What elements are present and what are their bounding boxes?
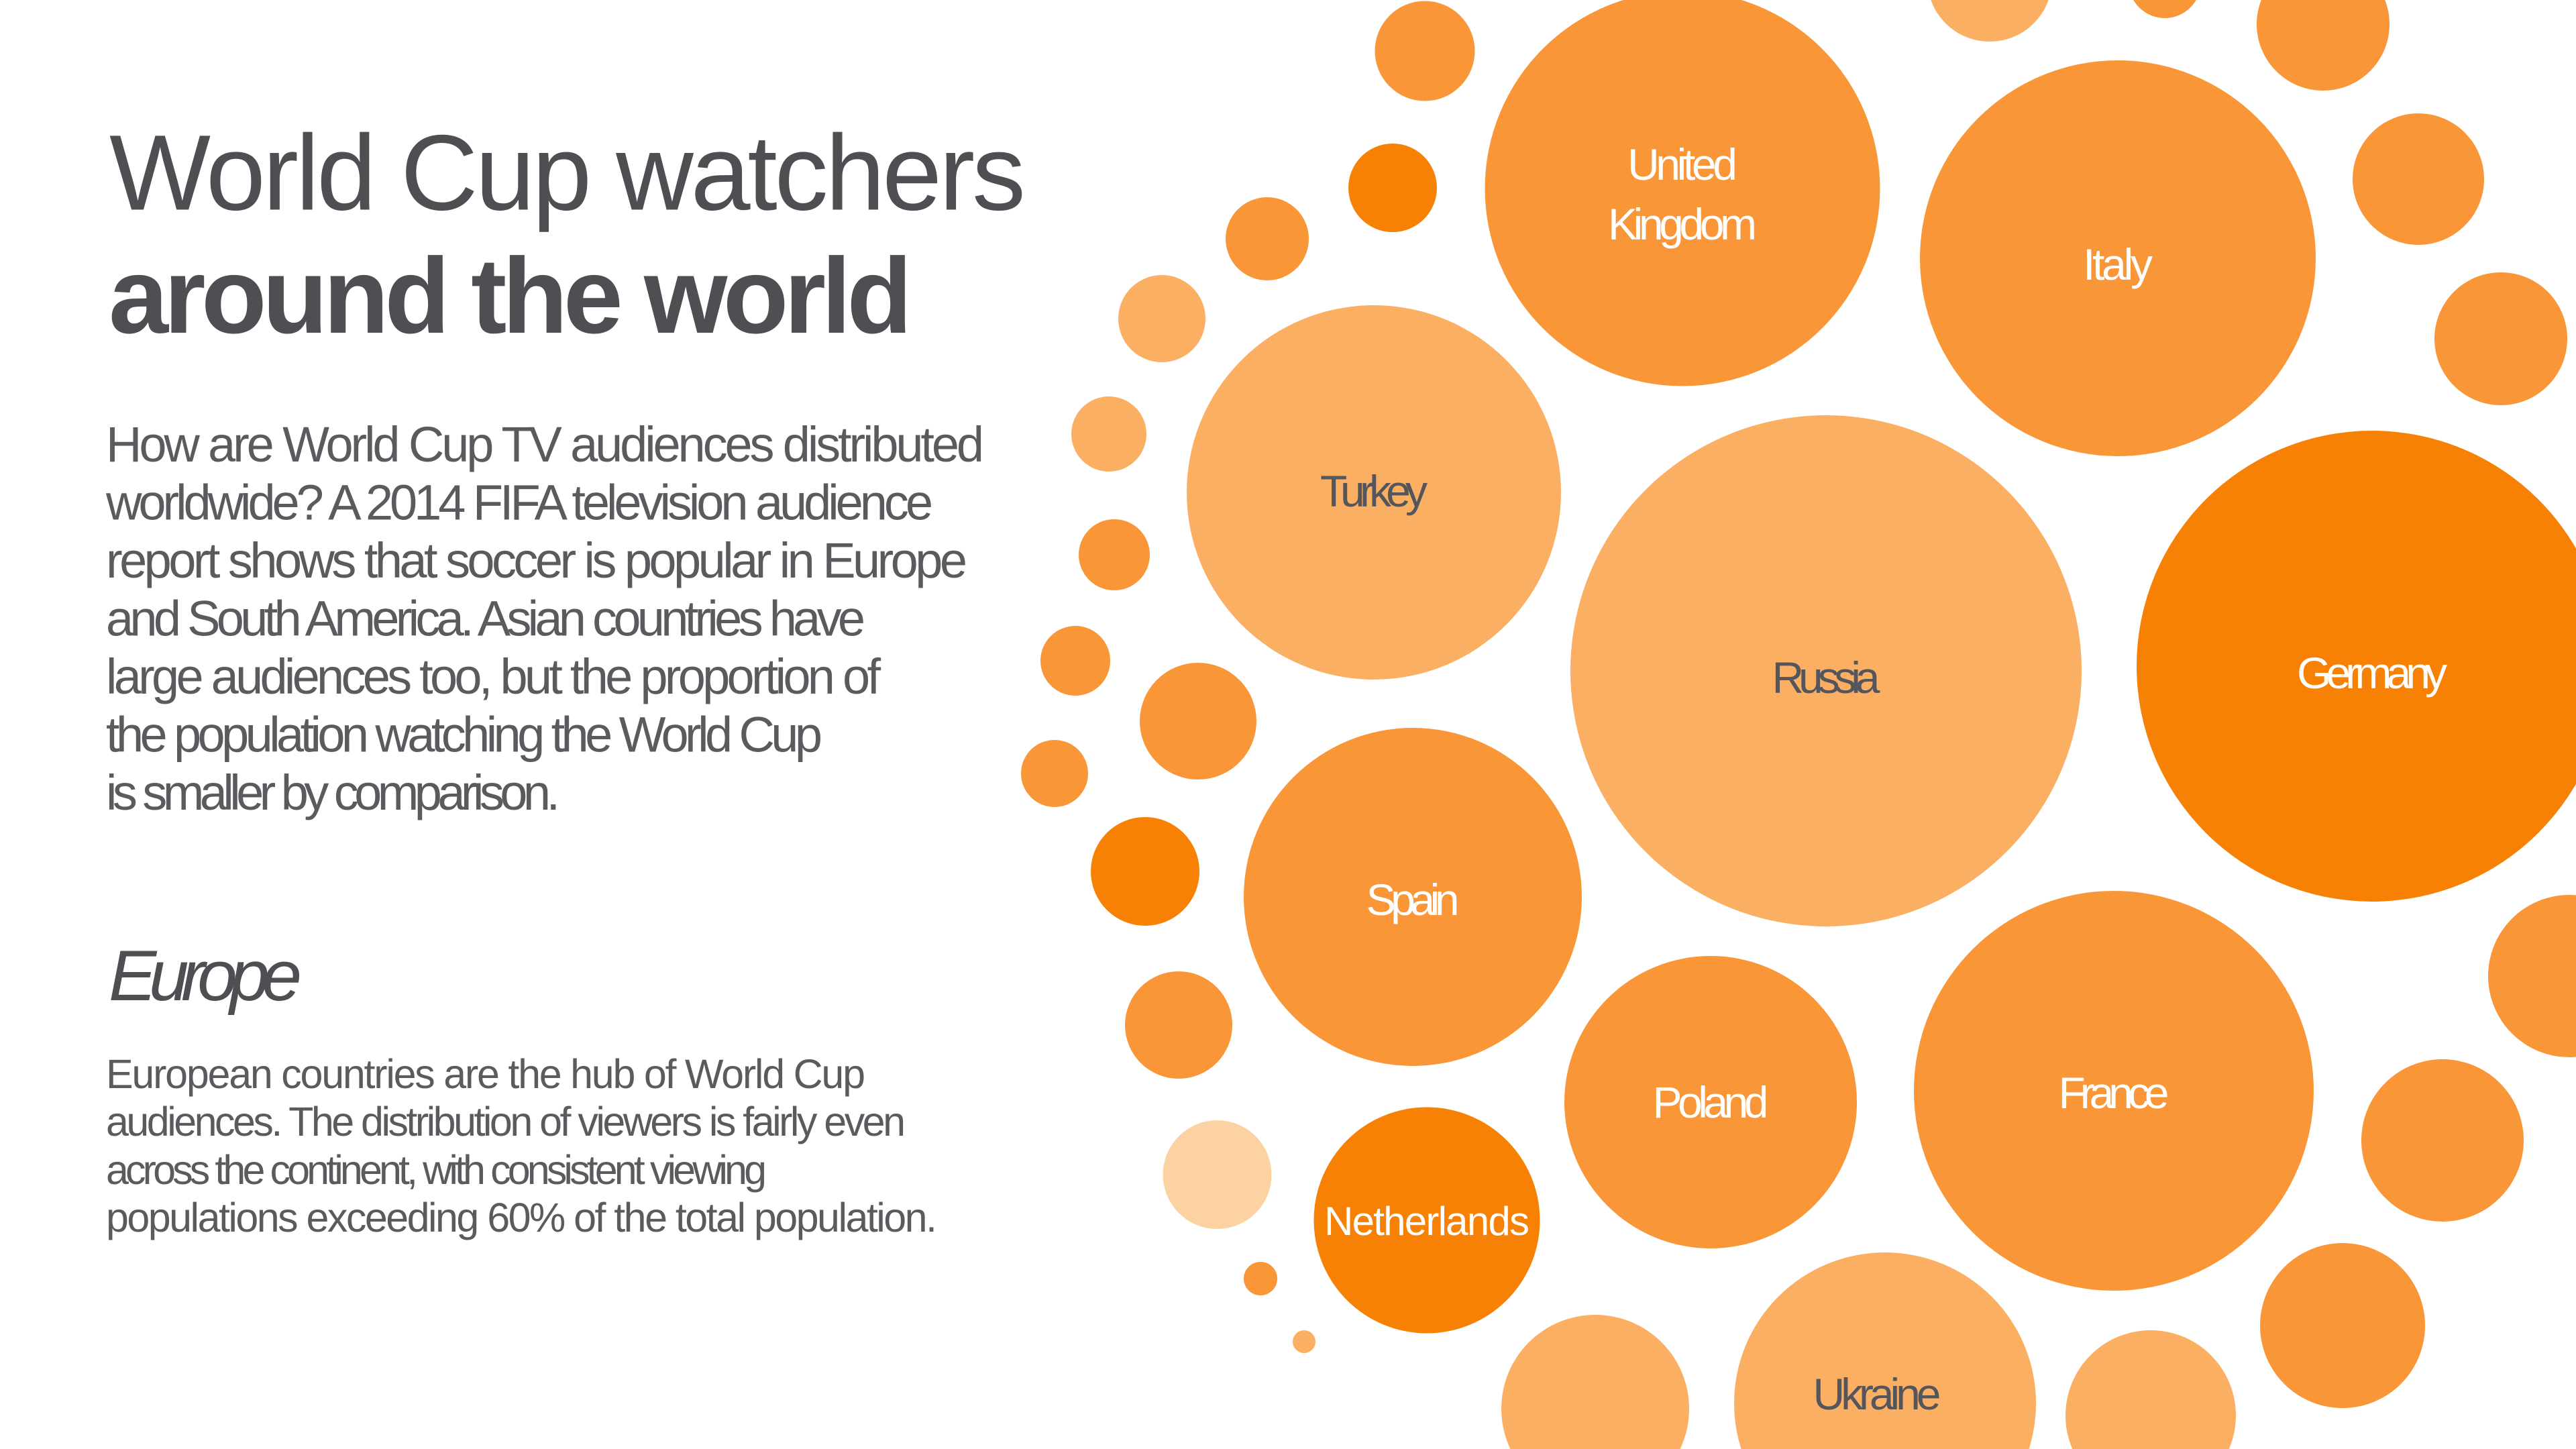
svg-text:France: France <box>2059 1068 2169 1118</box>
svg-text:large audiences too, but the p: large audiences too, but the proportion … <box>106 649 881 704</box>
svg-text:and South America. Asian count: and South America. Asian countries have <box>106 591 865 647</box>
svg-text:the population watching the Wo: the population watching the World Cup <box>106 707 822 763</box>
svg-text:How are World Cup TV audiences: How are World Cup TV audiences distribut… <box>106 417 984 472</box>
svg-text:report shows that soccer is po: report shows that soccer is popular in E… <box>106 533 967 588</box>
svg-text:Spain: Spain <box>1366 875 1460 924</box>
svg-text:Kingdom: Kingdom <box>1608 199 1757 249</box>
svg-text:is smaller by comparison.: is smaller by comparison. <box>106 765 560 820</box>
svg-text:Europe: Europe <box>109 935 302 1016</box>
svg-text:Germany: Germany <box>2297 648 2447 698</box>
svg-text:audiences. The distribution of: audiences. The distribution of viewers i… <box>106 1099 906 1144</box>
svg-text:Poland: Poland <box>1653 1077 1769 1127</box>
svg-text:Italy: Italy <box>2083 239 2153 289</box>
svg-text:across the continent, with con: across the continent, with consistent vi… <box>106 1147 767 1193</box>
svg-text:World Cup watchers: World Cup watchers <box>109 113 1026 233</box>
svg-text:United: United <box>1627 140 1737 189</box>
svg-text:Ukraine: Ukraine <box>1813 1369 1941 1419</box>
svg-text:worldwide? A 2014 FIFA televis: worldwide? A 2014 FIFA television audien… <box>105 475 933 531</box>
svg-text:around the world: around the world <box>109 235 912 356</box>
svg-text:populations exceeding 60% of t: populations exceeding 60% of the total p… <box>106 1195 937 1240</box>
svg-text:Netherlands: Netherlands <box>1324 1199 1529 1244</box>
svg-text:Russia: Russia <box>1772 653 1880 702</box>
svg-text:European countries are the hub: European countries are the hub of World … <box>106 1051 865 1097</box>
svg-text:Turkey: Turkey <box>1320 466 1428 516</box>
